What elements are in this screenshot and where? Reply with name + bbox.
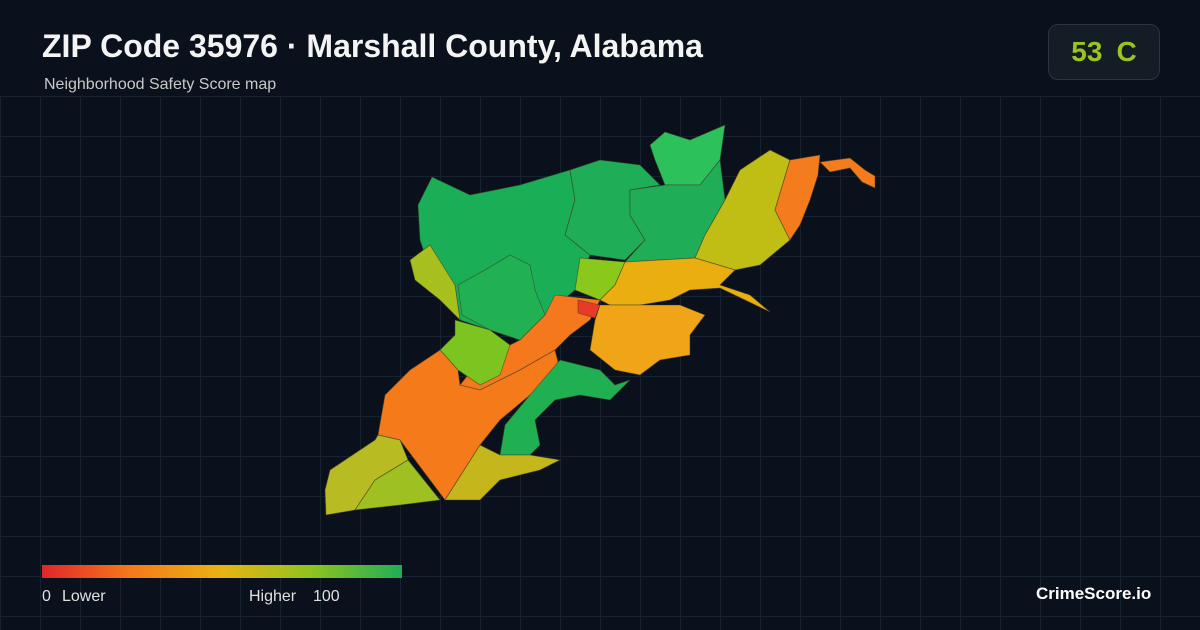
area — [599, 257, 771, 313]
legend-gradient — [42, 565, 402, 578]
area — [439, 319, 511, 386]
legend-min-label: Lower — [62, 588, 106, 605]
legend-max-label: Higher — [249, 588, 297, 605]
area — [354, 459, 441, 511]
subtitle: Neighborhood Safety Score map — [44, 76, 277, 93]
area — [324, 434, 409, 516]
area — [444, 444, 562, 501]
area — [819, 157, 876, 189]
area — [774, 154, 821, 241]
area — [589, 304, 706, 376]
area — [577, 299, 601, 319]
score-grade: C — [1116, 36, 1137, 67]
title: ZIP Code 35976 · Marshall County, Alabam… — [42, 28, 703, 64]
legend-max: 100 — [313, 588, 340, 605]
brand: CrimeScore.io — [1036, 584, 1152, 603]
score-badge: 53 C — [1048, 24, 1160, 80]
legend-min: 0 — [42, 588, 51, 605]
area — [499, 359, 631, 456]
score-value: 53 — [1071, 36, 1103, 67]
area — [409, 244, 461, 322]
